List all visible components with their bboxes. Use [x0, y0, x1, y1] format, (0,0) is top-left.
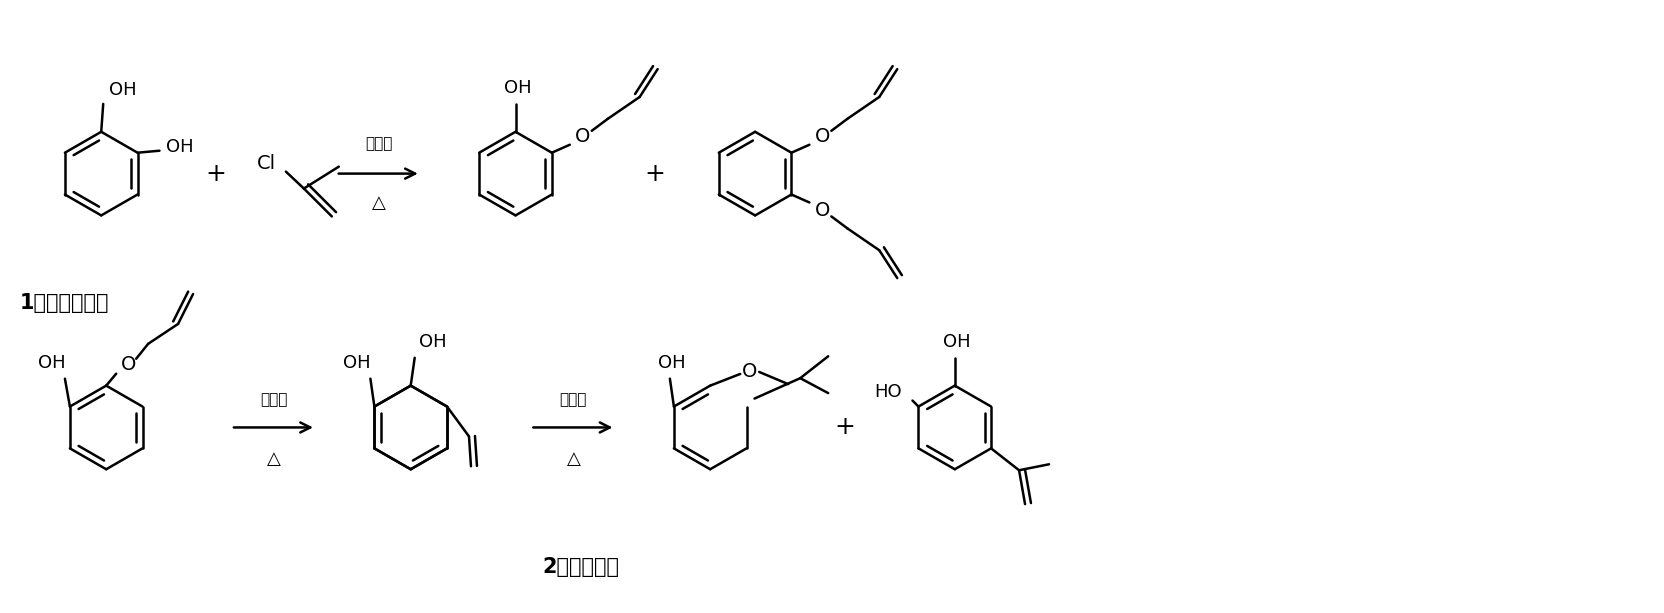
Text: 催化剂: 催化剂	[260, 392, 288, 407]
Text: O: O	[742, 362, 757, 381]
Text: +: +	[835, 416, 855, 440]
Text: OH: OH	[38, 354, 67, 371]
Text: OH: OH	[343, 354, 369, 371]
Text: OH: OH	[110, 81, 136, 99]
Text: OH: OH	[943, 333, 970, 351]
Text: △: △	[566, 451, 581, 468]
Text: +: +	[206, 162, 226, 186]
Text: OH: OH	[657, 354, 686, 371]
Text: △: △	[371, 194, 386, 213]
Text: HO: HO	[875, 383, 902, 401]
Text: OH: OH	[419, 333, 446, 351]
Text: 催化剂: 催化剂	[559, 392, 587, 407]
Text: O: O	[815, 201, 830, 220]
Text: O: O	[815, 128, 830, 147]
Text: OH: OH	[504, 79, 531, 97]
Text: 2（咉喂酚）: 2（咉喂酚）	[542, 557, 619, 577]
Text: 1（邻苯二酚）: 1（邻苯二酚）	[20, 293, 108, 313]
Text: O: O	[576, 128, 591, 147]
Text: +: +	[646, 162, 666, 186]
Text: △: △	[266, 451, 281, 468]
Text: 缚酸剂: 缚酸剂	[364, 136, 393, 151]
Text: O: O	[120, 356, 136, 374]
Text: Cl: Cl	[256, 154, 276, 173]
Text: OH: OH	[166, 138, 193, 156]
